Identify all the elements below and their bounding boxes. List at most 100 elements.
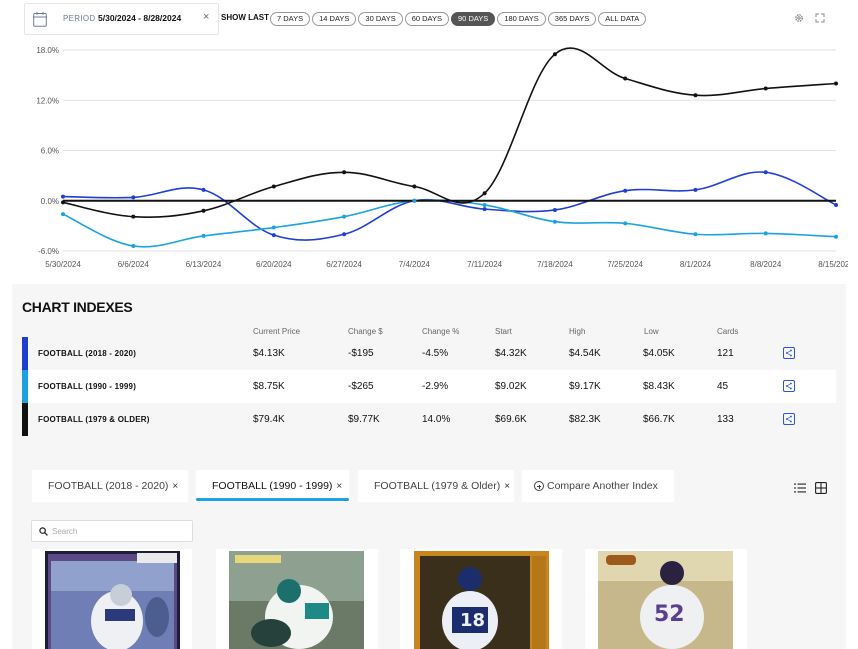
grid-view-icon[interactable] (815, 482, 827, 494)
range-button-7-days[interactable]: 7 DAYS (270, 12, 311, 26)
line-chart: 18.0% 12.0% 6.0% 0.0% -6.0% 5/30/2024 6/6/2024… (0, 38, 848, 284)
compare-another-index-button[interactable]: Compare Another Index (522, 470, 674, 502)
data-point (201, 233, 206, 238)
tab-label: FOOTBALL (2018 - 2020) (48, 480, 169, 492)
index-name: FOOTBALL (2018 - 2020) (38, 349, 137, 358)
y-tick-label: 6.0% (41, 147, 59, 156)
data-point (693, 187, 698, 192)
chart-indexes-panel: CHART INDEXES Current Price Change $ Cha… (12, 284, 846, 444)
tab-close-icon[interactable]: × (504, 480, 511, 492)
index-color-bar (22, 337, 28, 370)
search-input[interactable] (52, 524, 187, 539)
share-icon[interactable] (783, 380, 795, 392)
index-cards: 121 (717, 348, 734, 359)
x-tick-label: 8/1/2024 (680, 260, 712, 269)
column-header-change-percent: Change % (422, 327, 460, 336)
data-point (61, 194, 65, 199)
data-point (482, 207, 487, 212)
index-change-percent: -2.9% (422, 381, 449, 392)
tab-football-1979-older[interactable]: FOOTBALL (1979 & Older) × (358, 470, 514, 502)
tab-label: FOOTBALL (1979 & Older) (374, 480, 501, 492)
card-tile[interactable]: 18 (400, 549, 562, 649)
chart-toolbar: PERIOD 5/30/2024 - 8/28/2024 × SHOW LAST… (0, 0, 848, 38)
column-header-start: Start (495, 327, 512, 336)
x-tick-label: 5/30/2024 (45, 260, 81, 269)
share-icon[interactable] (783, 347, 795, 359)
data-point (623, 76, 628, 81)
index-row-1979-older[interactable]: FOOTBALL (1979 & OLDER) $79.4K $9.77K 14… (22, 403, 836, 436)
range-button-all-data[interactable]: ALL DATA (598, 12, 647, 26)
show-last-label: SHOW LAST (221, 13, 269, 22)
column-header-low: Low (644, 327, 659, 336)
tab-football-2018-2020[interactable]: FOOTBALL (2018 - 2020) × (32, 470, 188, 502)
index-start: $4.32K (495, 348, 527, 359)
data-point (342, 214, 347, 219)
period-clear-button[interactable]: × (203, 11, 210, 23)
tab-close-icon[interactable]: × (336, 480, 343, 492)
index-high: $4.54K (569, 348, 601, 359)
y-tick-label: 0.0% (41, 197, 59, 206)
range-button-90-days[interactable]: 90 DAYS (451, 12, 496, 26)
data-point (552, 52, 557, 57)
data-point (763, 231, 768, 236)
column-header-current-price: Current Price (253, 327, 301, 336)
index-row-2018-2020[interactable]: FOOTBALL (2018 - 2020) $4.13K -$195 -4.5… (22, 337, 836, 370)
index-high: $82.3K (569, 414, 601, 425)
data-point (552, 207, 557, 212)
tab-label: FOOTBALL (1990 - 1999) (212, 480, 333, 492)
data-point (61, 200, 65, 205)
card-tile[interactable] (216, 549, 378, 649)
data-point (412, 184, 417, 189)
range-button-14-days[interactable]: 14 DAYS (312, 12, 357, 26)
range-button-180-days[interactable]: 180 DAYS (497, 12, 546, 26)
data-point (834, 234, 838, 239)
data-point (271, 225, 276, 230)
plus-circle-icon (534, 481, 544, 491)
data-point (342, 232, 347, 237)
x-tick-label: 6/27/2024 (326, 260, 362, 269)
index-low: $4.05K (643, 348, 675, 359)
series-line-1 (62, 199, 837, 248)
x-tick-label: 6/6/2024 (118, 260, 150, 269)
column-header-cards: Cards (717, 327, 739, 336)
data-point (763, 86, 768, 91)
data-point (623, 221, 628, 226)
index-change-dollar: -$265 (348, 381, 374, 392)
card-image: 18 (414, 551, 549, 649)
calendar-icon (33, 11, 47, 27)
tab-football-1990-1999[interactable]: FOOTBALL (1990 - 1999) × (196, 470, 349, 502)
range-button-365-days[interactable]: 365 DAYS (547, 12, 597, 26)
range-button-30-days[interactable]: 30 DAYS (358, 12, 403, 26)
index-cards: 45 (717, 381, 729, 392)
index-row-1990-1999[interactable]: FOOTBALL (1990 - 1999) $8.75K -$265 -2.9… (22, 370, 836, 403)
index-change-percent: -4.5% (422, 348, 449, 359)
index-tabs-area: FOOTBALL (2018 - 2020) × FOOTBALL (1990 … (12, 444, 846, 649)
card-image (45, 551, 180, 649)
share-icon[interactable] (783, 413, 795, 425)
gear-icon[interactable] (794, 13, 804, 23)
index-high: $9.17K (569, 381, 601, 392)
data-point (693, 93, 698, 98)
period-label: PERIOD (63, 14, 96, 23)
series-line-2 (62, 47, 837, 218)
card-tile[interactable]: 52 (585, 549, 747, 649)
y-tick-label: 12.0% (36, 96, 59, 105)
tab-close-icon[interactable]: × (172, 480, 179, 492)
card-tile[interactable] (32, 549, 192, 649)
x-tick-label: 7/4/2024 (399, 260, 431, 269)
index-name: FOOTBALL (1979 & OLDER) (38, 415, 150, 424)
list-view-icon[interactable] (794, 483, 806, 493)
period-selector[interactable]: PERIOD 5/30/2024 - 8/28/2024 × (24, 3, 219, 35)
expand-icon[interactable] (815, 13, 825, 23)
series-line-0 (62, 171, 837, 241)
data-point (693, 232, 698, 237)
index-name: FOOTBALL (1990 - 1999) (38, 382, 137, 391)
index-current-price: $8.75K (253, 381, 285, 392)
y-tick-label: 18.0% (36, 46, 59, 55)
data-point (552, 219, 557, 224)
data-point (271, 233, 276, 238)
data-point (131, 214, 136, 219)
index-color-bar (22, 370, 28, 403)
range-button-60-days[interactable]: 60 DAYS (404, 12, 450, 26)
